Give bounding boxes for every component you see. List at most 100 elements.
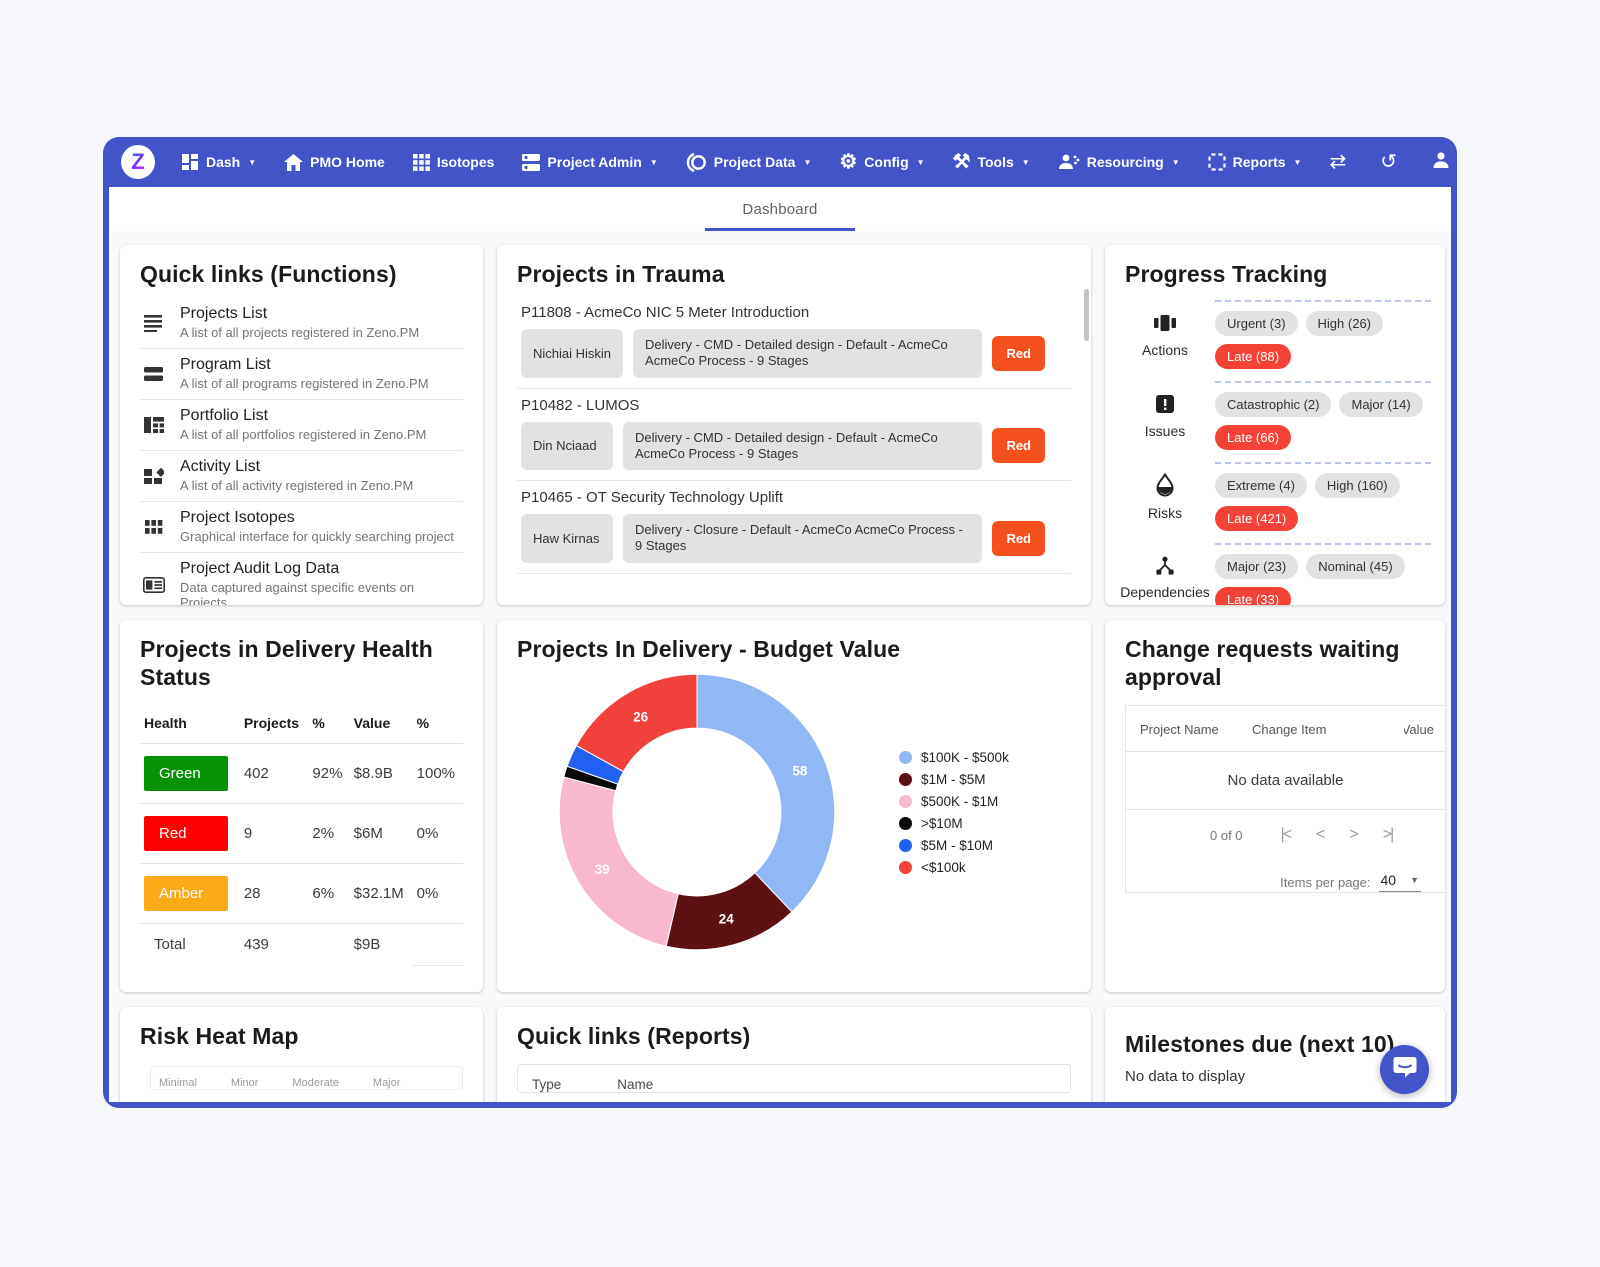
- stacked-rows-icon: [522, 153, 541, 171]
- donut-segment-value: 26: [633, 709, 648, 724]
- history-icon[interactable]: ↺: [1380, 151, 1397, 173]
- column-header: Project Name: [1140, 722, 1219, 738]
- chat-fab-button[interactable]: [1380, 1045, 1429, 1094]
- card-progress-tracking: Progress Tracking Actions Urgent (3) Hig…: [1105, 245, 1445, 605]
- account-icon[interactable]: [1431, 150, 1451, 175]
- empty-state-text: No data to display: [1125, 1068, 1246, 1085]
- trauma-row: P11808 - AcmeCo NIC 5 Meter Introduction…: [517, 296, 1071, 389]
- donut-segment-value: 24: [719, 912, 734, 927]
- stage-chip: Delivery - Closure - Default - AcmeCo Ac…: [623, 514, 983, 563]
- actions-icon: [1153, 312, 1177, 339]
- donut-segment[interactable]: [696, 673, 836, 913]
- nav-item-project-data[interactable]: Project Data ▼: [686, 152, 812, 172]
- issues-icon: [1154, 393, 1176, 420]
- donut-chart: 58 24 39 26: [517, 667, 877, 957]
- nav-item-config[interactable]: ⚙ Config ▼: [839, 151, 925, 173]
- pager-count: 0 of 0: [1210, 827, 1243, 843]
- legend-item: $500K - $1M: [899, 794, 1009, 809]
- small-grid-icon: [142, 519, 166, 534]
- prev-page-icon[interactable]: <: [1316, 826, 1325, 844]
- status-red-button[interactable]: Red: [992, 335, 1045, 371]
- column-header: Type: [532, 1077, 562, 1092]
- chip[interactable]: Major (14): [1339, 392, 1423, 417]
- column-header-clipped: Value: [1404, 722, 1434, 738]
- card-title: Progress Tracking: [1125, 261, 1328, 287]
- active-tab-indicator: [705, 228, 855, 231]
- card-quick-links-functions: Quick links (Functions) Projects List A …: [120, 245, 483, 605]
- dash-grid-icon: [181, 153, 199, 171]
- legend-dot: [899, 860, 912, 874]
- quick-link-program-list[interactable]: Program List A list of all programs regi…: [140, 349, 463, 400]
- chip-late[interactable]: Late (421): [1215, 506, 1299, 531]
- data-circle-icon: [686, 152, 707, 172]
- legend-item: $100K - $500k: [899, 750, 1009, 765]
- dashboard-main: Quick links (Functions) Projects List A …: [109, 231, 1451, 1102]
- legend-item: <$100k: [899, 860, 1009, 875]
- app-window: Z Dash ▼ PMO Home Isotopes Project Admin…: [103, 137, 1457, 1108]
- first-page-icon[interactable]: |<: [1280, 826, 1292, 844]
- chip[interactable]: High (160): [1314, 473, 1400, 498]
- card-title: Quick links (Reports): [517, 1023, 751, 1049]
- nav-item-pmo-home[interactable]: PMO Home: [284, 153, 385, 171]
- swap-arrows-icon[interactable]: ⇄: [1329, 151, 1347, 173]
- last-page-icon[interactable]: >|: [1382, 826, 1394, 844]
- card-title: Risk Heat Map: [140, 1023, 299, 1049]
- chevron-down-icon: ▼: [803, 157, 812, 167]
- dependencies-icon: [1154, 556, 1176, 581]
- list-lines-icon: [142, 314, 166, 332]
- donut-segment[interactable]: [575, 673, 698, 773]
- table-row: Red 9 2% $6M 0%: [140, 803, 463, 864]
- legend-item: $5M - $10M: [899, 838, 1009, 853]
- chip-late[interactable]: Late (33): [1215, 587, 1292, 605]
- progress-row-dependencies: Dependencies Major (23) Nominal (45) Lat…: [1120, 537, 1431, 605]
- chip-late[interactable]: Late (66): [1215, 425, 1292, 450]
- empty-state-text: No data available: [1126, 751, 1445, 811]
- zeno-logo-letter: Z: [131, 149, 145, 174]
- chip-late[interactable]: Late (88): [1215, 344, 1292, 369]
- nav-item-isotopes[interactable]: Isotopes: [412, 153, 494, 171]
- donut-segment[interactable]: [558, 776, 679, 947]
- card-change-requests: Change requests waiting approval Project…: [1105, 620, 1445, 992]
- status-red-button[interactable]: Red: [992, 520, 1045, 556]
- chip[interactable]: Extreme (4): [1215, 473, 1307, 498]
- quick-link-project-isotopes[interactable]: Project Isotopes Graphical interface for…: [140, 502, 463, 553]
- nav-item-project-admin[interactable]: Project Admin ▼: [522, 153, 658, 171]
- chip[interactable]: Catastrophic (2): [1215, 392, 1332, 417]
- chip[interactable]: Urgent (3): [1215, 311, 1298, 336]
- trauma-row: P10465 - OT Security Technology Uplift H…: [517, 481, 1071, 574]
- legend-item: >$10M: [899, 816, 1009, 831]
- zeno-logo[interactable]: Z: [121, 145, 155, 179]
- scrollbar-thumb[interactable]: [1084, 289, 1089, 341]
- owner-chip: Haw Kirnas: [521, 514, 613, 563]
- status-red-button[interactable]: Red: [992, 428, 1045, 464]
- change-requests-table: Project Name Change Item Value No data a…: [1125, 705, 1445, 894]
- status-badge-red: Red: [144, 816, 228, 852]
- items-per-page-select[interactable]: 40 ▼: [1378, 872, 1421, 893]
- quick-link-projects-list[interactable]: Projects List A list of all projects reg…: [140, 298, 463, 349]
- nav-item-dash[interactable]: Dash ▼: [181, 153, 256, 171]
- chevron-down-icon: ▼: [649, 157, 658, 167]
- chart-legend: $100K - $500k $1M - $5M $500K - $1M >$10…: [899, 750, 1009, 875]
- table-row: Green 402 92% $8.9B 100%: [140, 743, 463, 804]
- quick-link-portfolio-list[interactable]: Portfolio List A list of all portfolios …: [140, 400, 463, 451]
- reports-table: Type Name: [517, 1064, 1071, 1093]
- stage-chip: Delivery - CMD - Detailed design - Defau…: [623, 421, 983, 470]
- chip[interactable]: Nominal (45): [1306, 554, 1405, 579]
- column-header: Change Item: [1252, 722, 1327, 738]
- next-page-icon[interactable]: >: [1349, 826, 1358, 844]
- legend-dot: [899, 750, 912, 764]
- portfolio-grid-icon: [142, 416, 166, 433]
- quick-link-project-audit-log[interactable]: Project Audit Log Data Data captured aga…: [140, 553, 463, 605]
- people-icon: [1058, 153, 1080, 171]
- chevron-down-icon: ▼: [1171, 157, 1180, 167]
- legend-item: $1M - $5M: [899, 772, 1009, 787]
- nav-item-tools[interactable]: ⚒ Tools ▼: [952, 151, 1030, 173]
- card-title: Projects in Trauma: [517, 261, 725, 287]
- chip[interactable]: Major (23): [1215, 554, 1299, 579]
- tab-dashboard[interactable]: Dashboard: [742, 200, 818, 218]
- nav-item-reports[interactable]: Reports ▼: [1208, 153, 1301, 171]
- quick-link-activity-list[interactable]: Activity List A list of all activity reg…: [140, 451, 463, 502]
- legend-dot: [899, 838, 912, 852]
- chip[interactable]: High (26): [1305, 311, 1383, 336]
- nav-item-resourcing[interactable]: Resourcing ▼: [1058, 153, 1180, 171]
